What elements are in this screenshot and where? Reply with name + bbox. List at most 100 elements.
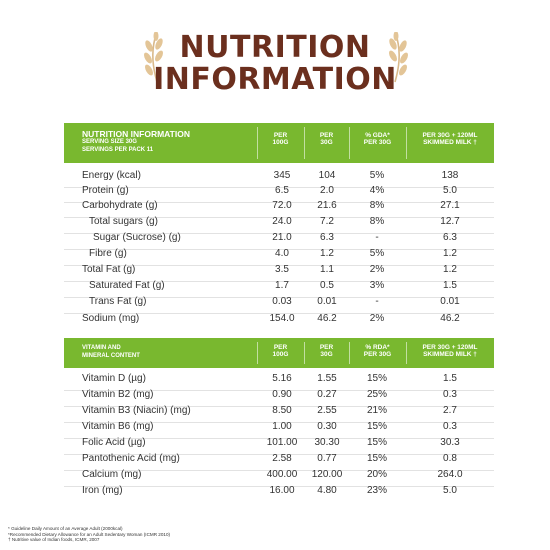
cell-per100g: 4.0 <box>275 248 289 259</box>
cell-gda: 3% <box>369 280 385 291</box>
row-divider <box>64 249 494 250</box>
col-rda-line1: % RDA* <box>365 344 390 351</box>
col-per100g-line2: 100G <box>272 351 289 358</box>
cell-per30g: 1.55 <box>317 373 337 384</box>
col-milk-header: PER 30G + 120ML SKIMMED MILK † <box>406 132 494 146</box>
cell-per100g: 16.00 <box>269 485 295 496</box>
row-divider <box>64 281 494 282</box>
col-gda-line1: % GDA* <box>365 132 390 139</box>
cell-per30g: 30.30 <box>314 437 340 448</box>
col-per100g-header: PER 100G <box>257 344 304 358</box>
cell-per100g: 24.0 <box>272 216 292 227</box>
row-divider <box>64 406 494 407</box>
col-milk-line2: SKIMMED MILK † <box>423 351 477 358</box>
footnotes: * Guideline Daily Amount of an Average A… <box>8 526 408 543</box>
cell-per100g: 400.00 <box>266 469 298 480</box>
cell-rda: 15% <box>366 453 387 464</box>
table-row: Fibre (g) 4.0 1.2 5% 1.2 <box>64 245 494 265</box>
col-gda-header: % GDA* PER 30G <box>349 132 406 146</box>
cell-per100g: 1.00 <box>272 421 292 432</box>
cell-rda: 15% <box>366 437 387 448</box>
nutrition-header-title: NUTRITION INFORMATION <box>82 129 190 139</box>
cell-milk: 0.01 <box>440 296 460 307</box>
row-divider <box>64 217 494 218</box>
row-label: Calcium (mg) <box>82 469 142 480</box>
col-milk-header: PER 30G + 120ML SKIMMED MILK † <box>406 344 494 358</box>
col-rda-header: % RDA* PER 30G <box>349 344 406 358</box>
cell-milk: 2.7 <box>443 405 457 416</box>
cell-per30g: 2.0 <box>320 185 334 196</box>
table-row: Calcium (mg) 400.00 120.00 20% 264.0 <box>64 466 494 486</box>
cell-per30g: 104 <box>318 170 336 181</box>
cell-milk: 0.3 <box>443 389 457 400</box>
row-label: Vitamin B3 (Niacin) (mg) <box>82 405 191 416</box>
table-row: Sugar (Sucrose) (g) 21.0 6.3 - 6.3 <box>64 229 494 249</box>
wheat-icon <box>144 32 163 83</box>
title-line-1: NUTRITION <box>179 30 371 65</box>
col-per30g-line2: 30G <box>320 351 333 358</box>
row-label: Sodium (mg) <box>82 313 140 324</box>
row-label: Carbohydrate (g) <box>82 200 158 211</box>
nutrition-table: NUTRITION INFORMATION SERVING SIZE 30G S… <box>64 0 494 550</box>
table-row: Iron (mg) 16.00 4.80 23% 5.0 <box>64 482 494 502</box>
cell-per100g: 72.0 <box>272 200 292 211</box>
nutrition-header: NUTRITION INFORMATION SERVING SIZE 30G S… <box>64 123 494 163</box>
col-per30g-line2: 30G <box>320 139 333 146</box>
cell-per100g: 5.16 <box>272 373 292 384</box>
header-divider <box>257 342 258 364</box>
table-row: Energy (kcal) 345 104 5% 138 <box>64 167 494 187</box>
col-per30g-line1: PER <box>319 344 334 351</box>
cell-per30g: 0.27 <box>317 389 337 400</box>
cell-per100g: 1.7 <box>275 280 289 291</box>
table-row: Pantothenic Acid (mg) 2.58 0.77 15% 0.8 <box>64 450 494 470</box>
header-divider <box>349 342 350 364</box>
col-milk-line2: SKIMMED MILK † <box>423 139 477 146</box>
table-row: Total sugars (g) 24.0 7.2 8% 12.7 <box>64 213 494 233</box>
header-divider <box>406 342 407 364</box>
cell-gda: - <box>375 232 379 243</box>
cell-milk: 0.3 <box>443 421 457 432</box>
cell-per30g: 4.80 <box>317 485 337 496</box>
cell-milk: 5.0 <box>443 485 457 496</box>
col-milk-line1: PER 30G + 120ML <box>422 132 478 139</box>
cell-milk: 1.2 <box>443 248 457 259</box>
vitamin-header-title-line1: VITAMIN AND <box>82 345 121 351</box>
cell-rda: 15% <box>366 373 387 384</box>
cell-per100g: 6.5 <box>275 185 289 196</box>
row-label: Vitamin B2 (mg) <box>82 389 154 400</box>
row-divider <box>64 454 494 455</box>
servings-per-pack: SERVINGS PER PACK 11 <box>82 147 154 153</box>
table-row: Folic Acid (µg) 101.00 30.30 15% 30.3 <box>64 434 494 454</box>
cell-gda: - <box>375 296 379 307</box>
cell-rda: 23% <box>366 485 387 496</box>
table-row: Vitamin B2 (mg) 0.90 0.27 25% 0.3 <box>64 386 494 406</box>
header-divider <box>304 127 305 159</box>
cell-per100g: 345 <box>273 170 291 181</box>
col-per100g-line1: PER <box>273 132 288 139</box>
cell-per30g: 6.3 <box>320 232 334 243</box>
cell-per100g: 21.0 <box>272 232 292 243</box>
wheat-icon <box>389 32 408 83</box>
cell-milk: 46.2 <box>440 313 460 324</box>
cell-milk: 1.5 <box>443 373 457 384</box>
table-row: Protein (g) 6.5 2.0 4% 5.0 <box>64 182 494 202</box>
cell-milk: 1.2 <box>443 264 457 275</box>
row-divider <box>64 297 494 298</box>
row-divider <box>64 470 494 471</box>
vitamin-header-title-line2: MINERAL CONTENT <box>82 353 140 359</box>
cell-milk: 12.7 <box>440 216 460 227</box>
row-divider <box>64 486 494 487</box>
col-per100g-line1: PER <box>273 344 288 351</box>
col-per100g-header: PER 100G <box>257 132 304 146</box>
cell-milk: 30.3 <box>440 437 460 448</box>
row-divider <box>64 265 494 266</box>
footnote-source: † Nutritive value of Indian foods, ICMR,… <box>8 537 100 543</box>
table-row: Vitamin D (µg) 5.16 1.55 15% 1.5 <box>64 370 494 390</box>
cell-per30g: 120.00 <box>311 469 343 480</box>
cell-gda: 2% <box>369 264 385 275</box>
row-label: Saturated Fat (g) <box>89 280 165 291</box>
header-divider <box>257 127 258 159</box>
row-label: Total Fat (g) <box>82 264 136 275</box>
serving-size: SERVING SIZE 30G <box>82 139 137 145</box>
cell-rda: 15% <box>366 421 387 432</box>
